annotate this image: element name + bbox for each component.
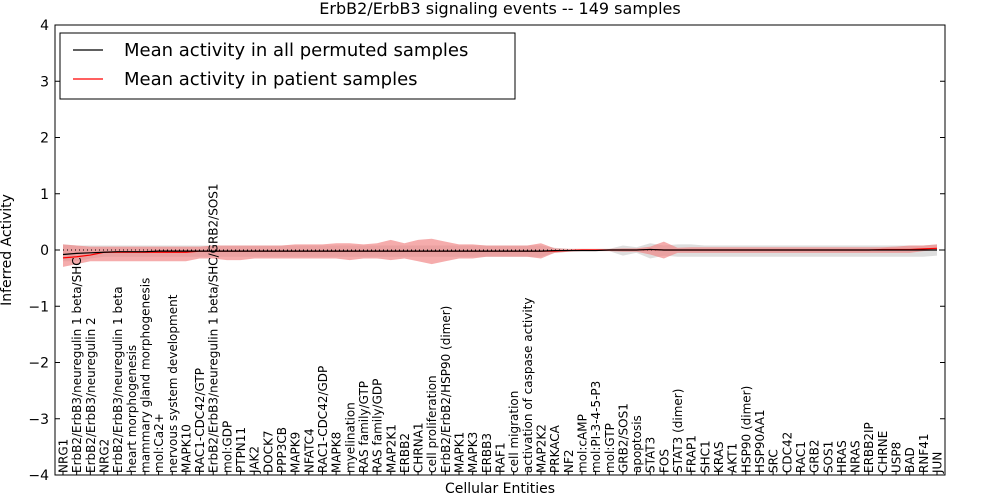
category-label: ErbB2/ErbB3/neuregulin 1 beta/SHC (70, 257, 84, 473)
category-label: heart morphogenesis (125, 345, 139, 473)
category-label: MAPK8 (330, 432, 344, 473)
category-label: cell migration (507, 391, 521, 473)
category-label: STAT3 (644, 437, 658, 473)
category-label: FRAP1 (685, 435, 699, 473)
category-label: PTPN11 (234, 427, 248, 473)
category-label: ErbB2/ErbB3/neuregulin 1 beta (111, 286, 125, 473)
y-tick-label: −2 (28, 356, 49, 372)
category-label: NF2 (562, 449, 576, 473)
category-label: USP8 (890, 442, 904, 473)
legend: Mean activity in all permuted samples Me… (59, 32, 516, 100)
y-tick-label: −1 (28, 299, 49, 315)
category-label: JAK2 (248, 446, 262, 474)
y-tick-label: 3 (40, 74, 49, 90)
category-label: NRG1 (57, 439, 71, 473)
x-axis-label: Cellular Entities (445, 481, 555, 497)
category-label: mammary gland morphogenesis (138, 278, 152, 473)
category-label: CDC42 (780, 432, 794, 473)
y-tick-label: 0 (40, 243, 49, 259)
legend-box (59, 32, 516, 100)
patient-range-band (63, 238, 937, 267)
category-label: mol:GTP (603, 423, 617, 473)
category-label: MAPK10 (179, 424, 193, 473)
category-label: RAF1 (494, 442, 508, 473)
legend-label-permuted: Mean activity in all permuted samples (124, 40, 468, 61)
category-label: GRB2 (808, 439, 822, 473)
category-label: MAP2K1 (384, 424, 398, 473)
category-label: GRB2/SOS1 (616, 403, 630, 473)
category-label: PRKACA (548, 424, 562, 473)
legend-label-patient: Mean activity in patient samples (124, 69, 418, 90)
permuted-mean-line (62, 248, 937, 256)
y-tick-label: 1 (40, 187, 49, 203)
category-label: ERBB2IP (862, 422, 876, 473)
category-label: RAS family/GTP (357, 381, 371, 473)
category-label: SOS1 (821, 441, 835, 473)
category-label: mol:GDP (220, 421, 234, 473)
category-label: CHRNE (876, 431, 890, 473)
category-label: MAPK3 (466, 432, 480, 473)
category-label: CHRNA1 (412, 422, 426, 473)
category-label: NRG2 (97, 439, 111, 473)
category-label: STAT3 (dimer) (671, 389, 685, 473)
category-label: SHC1 (698, 440, 712, 473)
category-label: MAPK9 (289, 432, 303, 473)
y-tick-label: 4 (40, 18, 49, 34)
category-label: myelination (343, 402, 357, 473)
y-tick-label: −4 (28, 468, 49, 484)
category-label: MAP2K2 (534, 424, 548, 473)
category-label: activation of caspase activity (521, 298, 535, 473)
category-label: mol:cAMP (575, 414, 589, 473)
category-label: RAC1 (794, 441, 808, 473)
category-label: RAC1-CDC42/GTP (193, 368, 207, 473)
category-label: RNF41 (917, 434, 931, 474)
category-label: NFATC4 (302, 428, 316, 473)
chart-title: ErbB2/ErbB3 signaling events -- 149 samp… (319, 0, 680, 18)
category-label: MAPK1 (453, 432, 467, 473)
y-axis-label: Inferred Activity (0, 194, 15, 306)
category-label: JUN (931, 452, 945, 474)
category-label: FOS (657, 449, 671, 473)
category-label: SRC (767, 449, 781, 473)
category-label: ERBB3 (480, 433, 494, 473)
category-label: RAS family/GDP (371, 379, 385, 473)
category-label: cell proliferation (425, 375, 439, 473)
y-tick-label: 2 (40, 131, 49, 147)
category-label: NRAS (849, 440, 863, 473)
category-label: HRAS (835, 440, 849, 473)
category-label: AKT1 (726, 443, 740, 473)
category-label: nervous system development (166, 294, 180, 473)
y-tick-label: −3 (28, 412, 49, 428)
category-label: RAC1-CDC42/GDP (316, 366, 330, 473)
category-label: BAD (903, 447, 917, 473)
category-label: PPP3CB (275, 427, 289, 473)
category-label: ErbB2/ErbB3/neuregulin 1 beta/SHC/GRB2/S… (207, 183, 221, 473)
category-label: DOCK7 (261, 430, 275, 473)
category-label: KRAS (712, 441, 726, 473)
category-label: apoptosis (630, 415, 644, 473)
category-label: ERBB2 (398, 433, 412, 473)
category-label: ErbB2/ErbB3/neuregulin 2 (84, 317, 98, 473)
category-label: mol:Ca2+ (152, 413, 166, 473)
category-label: mol:PI-3-4-5-P3 (589, 381, 603, 473)
category-label: HSP90 (dimer) (739, 386, 753, 473)
category-label: HSP90AA1 (753, 409, 767, 473)
category-label: ErbB2/ErbB2/HSP90 (dimer) (439, 306, 453, 473)
